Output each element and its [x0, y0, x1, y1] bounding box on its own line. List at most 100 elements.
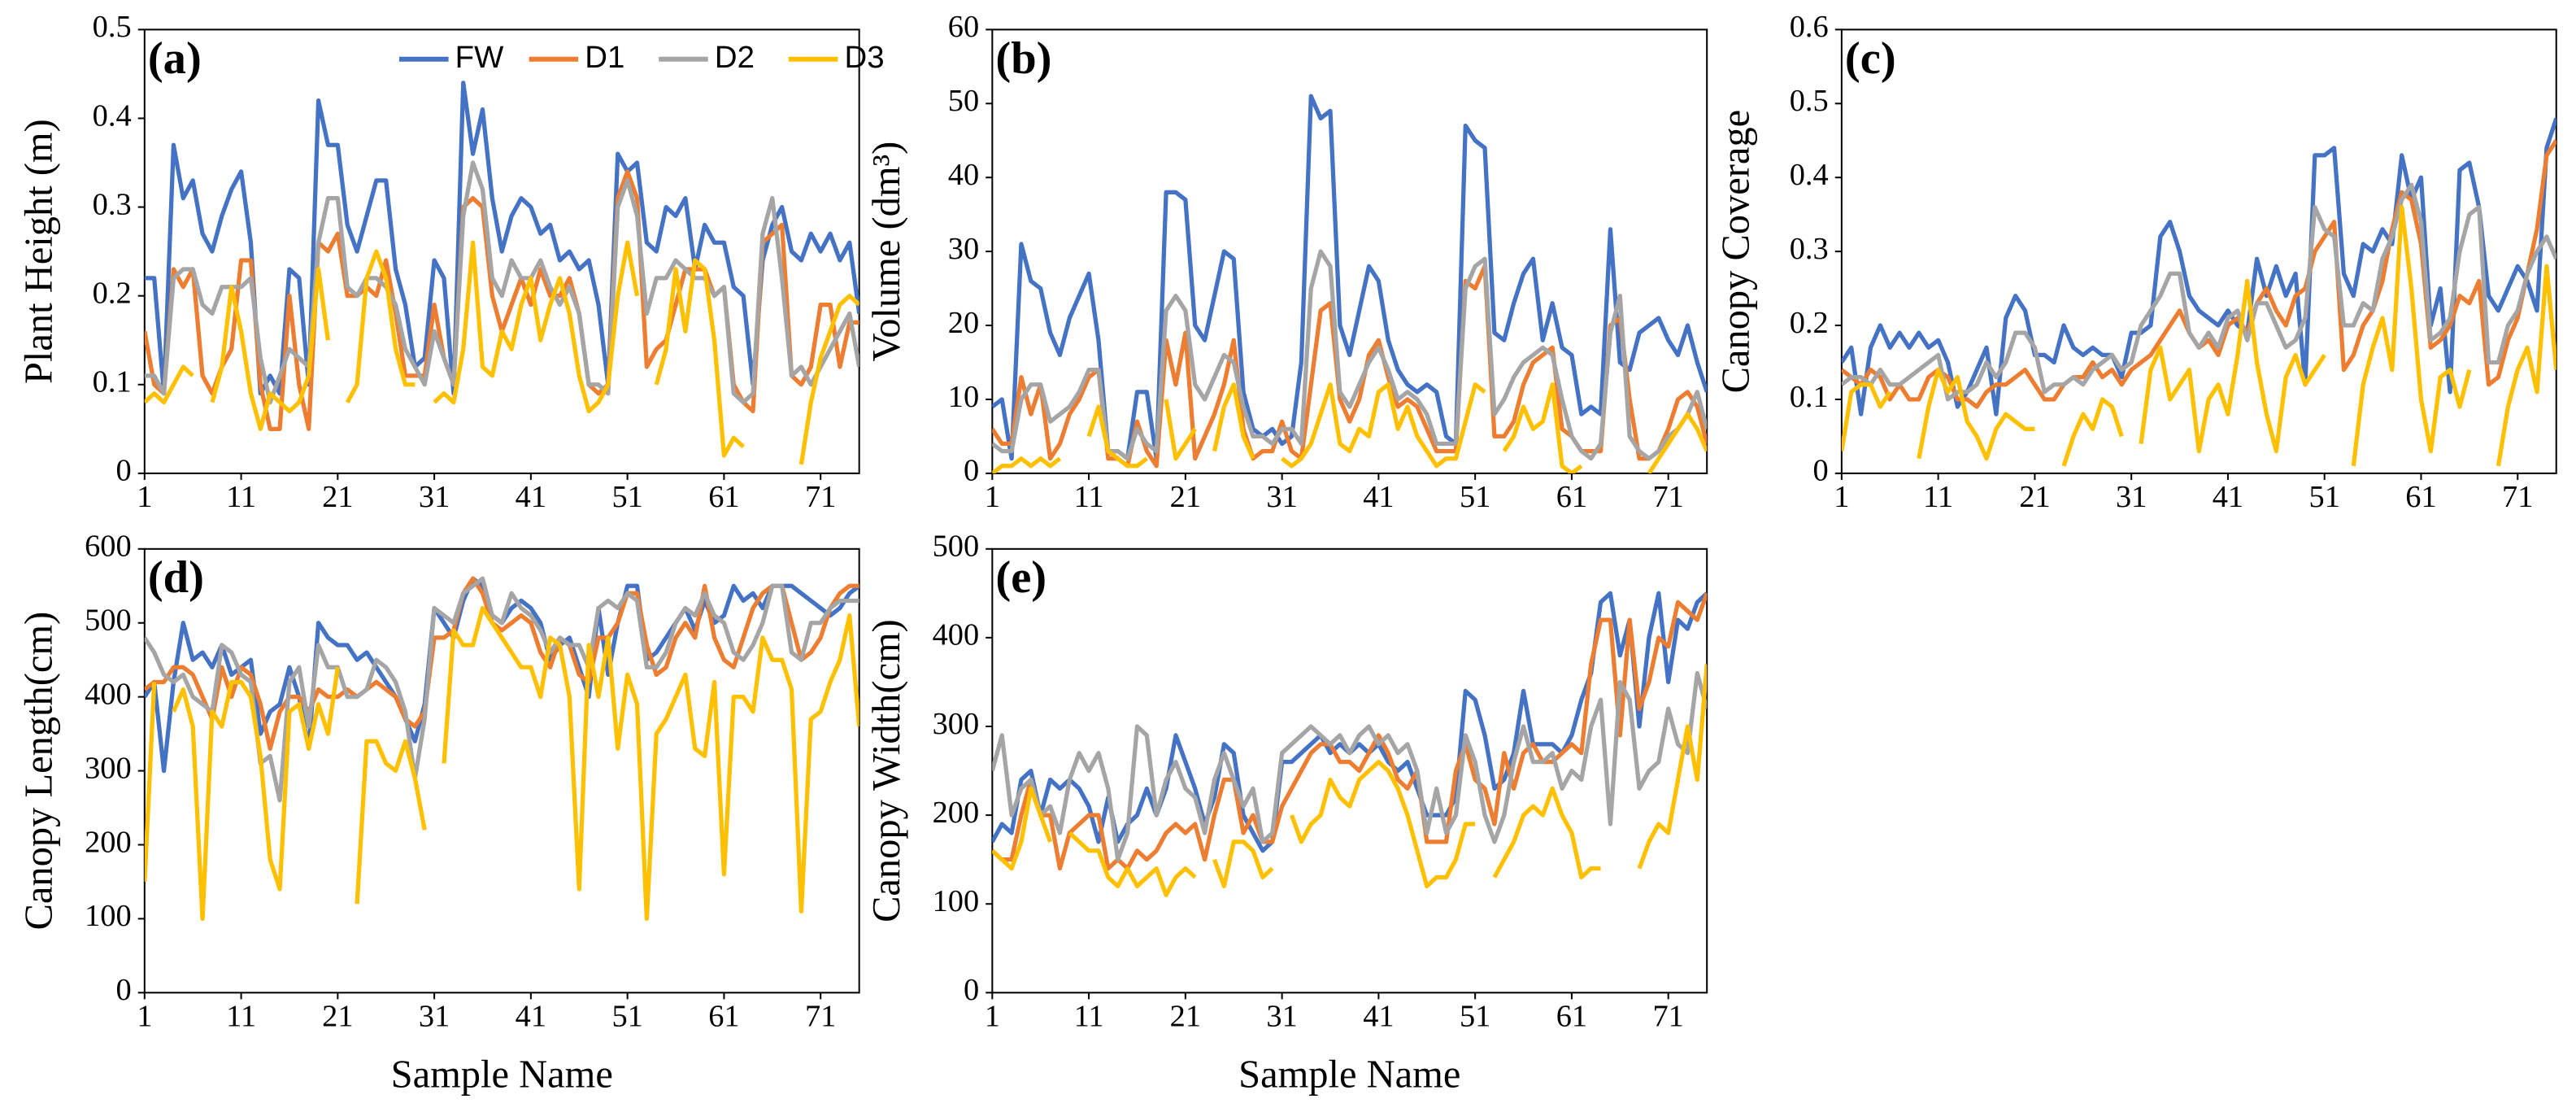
y-tick-label: 600	[85, 530, 132, 564]
y-tick-label: 0	[964, 973, 979, 1007]
x-tick-label: 71	[805, 480, 836, 514]
x-tick-label: 21	[1170, 480, 1201, 514]
x-tick-label: 31	[1266, 999, 1297, 1033]
panel-label: (b)	[995, 33, 1051, 84]
y-tick-label: 400	[933, 618, 980, 652]
panel-label: (d)	[148, 552, 204, 603]
y-tick-label: 60	[948, 10, 979, 44]
x-tick-label: 11	[1923, 480, 1953, 514]
y-tick-label: 0	[115, 454, 131, 488]
series-line	[992, 670, 1708, 862]
y-tick-label: 0.5	[1790, 84, 1829, 118]
x-tick-label: 1	[1834, 480, 1849, 514]
y-tick-label: 0	[964, 454, 979, 488]
y-tick-label: 0	[1813, 454, 1829, 488]
y-tick-label: 0.2	[1790, 306, 1829, 340]
x-tick-label: 71	[1653, 480, 1684, 514]
legend-label: D2	[715, 40, 755, 75]
series-line	[144, 81, 859, 396]
y-tick-label: 0.5	[93, 10, 132, 44]
y-axis-label: Plant Height (m)	[18, 119, 61, 384]
x-tick-label: 11	[1074, 999, 1104, 1033]
legend-label: FW	[455, 40, 504, 75]
x-axis-label: Sample Name	[1238, 1053, 1460, 1097]
y-axis-label: Canopy Width(cm)	[865, 619, 908, 922]
x-tick-label: 1	[985, 999, 1000, 1033]
panel-label: (e)	[995, 552, 1046, 603]
x-tick-label: 61	[708, 999, 739, 1033]
y-tick-label: 50	[948, 84, 979, 118]
x-tick-label: 41	[1363, 480, 1394, 514]
x-tick-label: 31	[1266, 480, 1297, 514]
plot-frame	[143, 28, 860, 474]
legend-label: D3	[844, 40, 884, 75]
series-line	[1841, 204, 2556, 467]
x-axis-label: Sample Name	[391, 1053, 613, 1097]
y-axis-label: Volume (dm³)	[865, 142, 908, 362]
x-tick-label: 1	[137, 999, 152, 1033]
x-tick-label: 51	[611, 480, 642, 514]
series-line	[144, 576, 859, 803]
y-tick-label: 0.2	[93, 276, 132, 310]
x-tick-label: 51	[2309, 480, 2340, 514]
x-tick-label: 61	[2405, 480, 2436, 514]
y-axis-label: Canopy Length(cm)	[18, 612, 61, 931]
x-tick-label: 71	[805, 999, 836, 1033]
y-tick-label: 500	[933, 530, 980, 564]
y-tick-label: 0	[115, 973, 131, 1007]
y-tick-label: 20	[948, 306, 979, 340]
x-tick-label: 11	[1074, 480, 1104, 514]
x-tick-label: 1	[137, 480, 152, 514]
y-tick-label: 0.6	[1790, 10, 1829, 44]
series-line	[144, 576, 859, 751]
series-line	[144, 160, 859, 405]
x-tick-label: 51	[1460, 480, 1490, 514]
x-tick-label: 31	[2116, 480, 2147, 514]
series-line	[992, 664, 1708, 897]
y-tick-label: 0.3	[1790, 232, 1829, 266]
x-tick-label: 71	[2502, 480, 2533, 514]
panel-label: (a)	[148, 33, 202, 84]
x-tick-label: 21	[2019, 480, 2050, 514]
x-tick-label: 31	[419, 480, 450, 514]
series-line	[992, 382, 1708, 473]
series-line	[992, 592, 1708, 871]
y-tick-label: 0.4	[1790, 158, 1829, 192]
y-tick-label: 300	[933, 707, 980, 741]
legend-label: D1	[585, 40, 624, 75]
y-tick-label: 10	[948, 380, 979, 414]
x-tick-label: 61	[708, 480, 739, 514]
x-tick-label: 51	[611, 999, 642, 1033]
y-tick-label: 200	[85, 825, 132, 859]
x-tick-label: 11	[226, 480, 256, 514]
y-tick-label: 0.1	[93, 365, 132, 399]
y-tick-label: 30	[948, 232, 979, 266]
plot-frame	[1840, 28, 2557, 474]
series-line	[992, 264, 1708, 469]
x-tick-label: 41	[516, 480, 546, 514]
x-tick-label: 21	[322, 480, 353, 514]
x-tick-label: 61	[1556, 480, 1587, 514]
series-line	[144, 605, 859, 922]
y-tick-label: 0.4	[93, 98, 132, 133]
x-tick-label: 11	[226, 999, 256, 1033]
x-tick-label: 1	[985, 480, 1000, 514]
series-line	[144, 240, 859, 465]
x-tick-label: 51	[1460, 999, 1490, 1033]
x-tick-label: 41	[1363, 999, 1394, 1033]
x-tick-label: 41	[516, 999, 546, 1033]
y-axis-label: Canopy Coverage	[1715, 110, 1758, 394]
y-tick-label: 100	[85, 899, 132, 933]
y-tick-label: 0.1	[1790, 380, 1829, 414]
y-tick-label: 400	[85, 677, 132, 711]
y-tick-label: 40	[948, 158, 979, 192]
y-tick-label: 100	[933, 884, 980, 918]
x-tick-label: 31	[419, 999, 450, 1033]
x-tick-label: 21	[322, 999, 353, 1033]
y-tick-label: 500	[85, 604, 132, 638]
y-tick-label: 300	[85, 751, 132, 785]
x-tick-label: 61	[1556, 999, 1587, 1033]
panel-label: (c)	[1845, 33, 1896, 84]
